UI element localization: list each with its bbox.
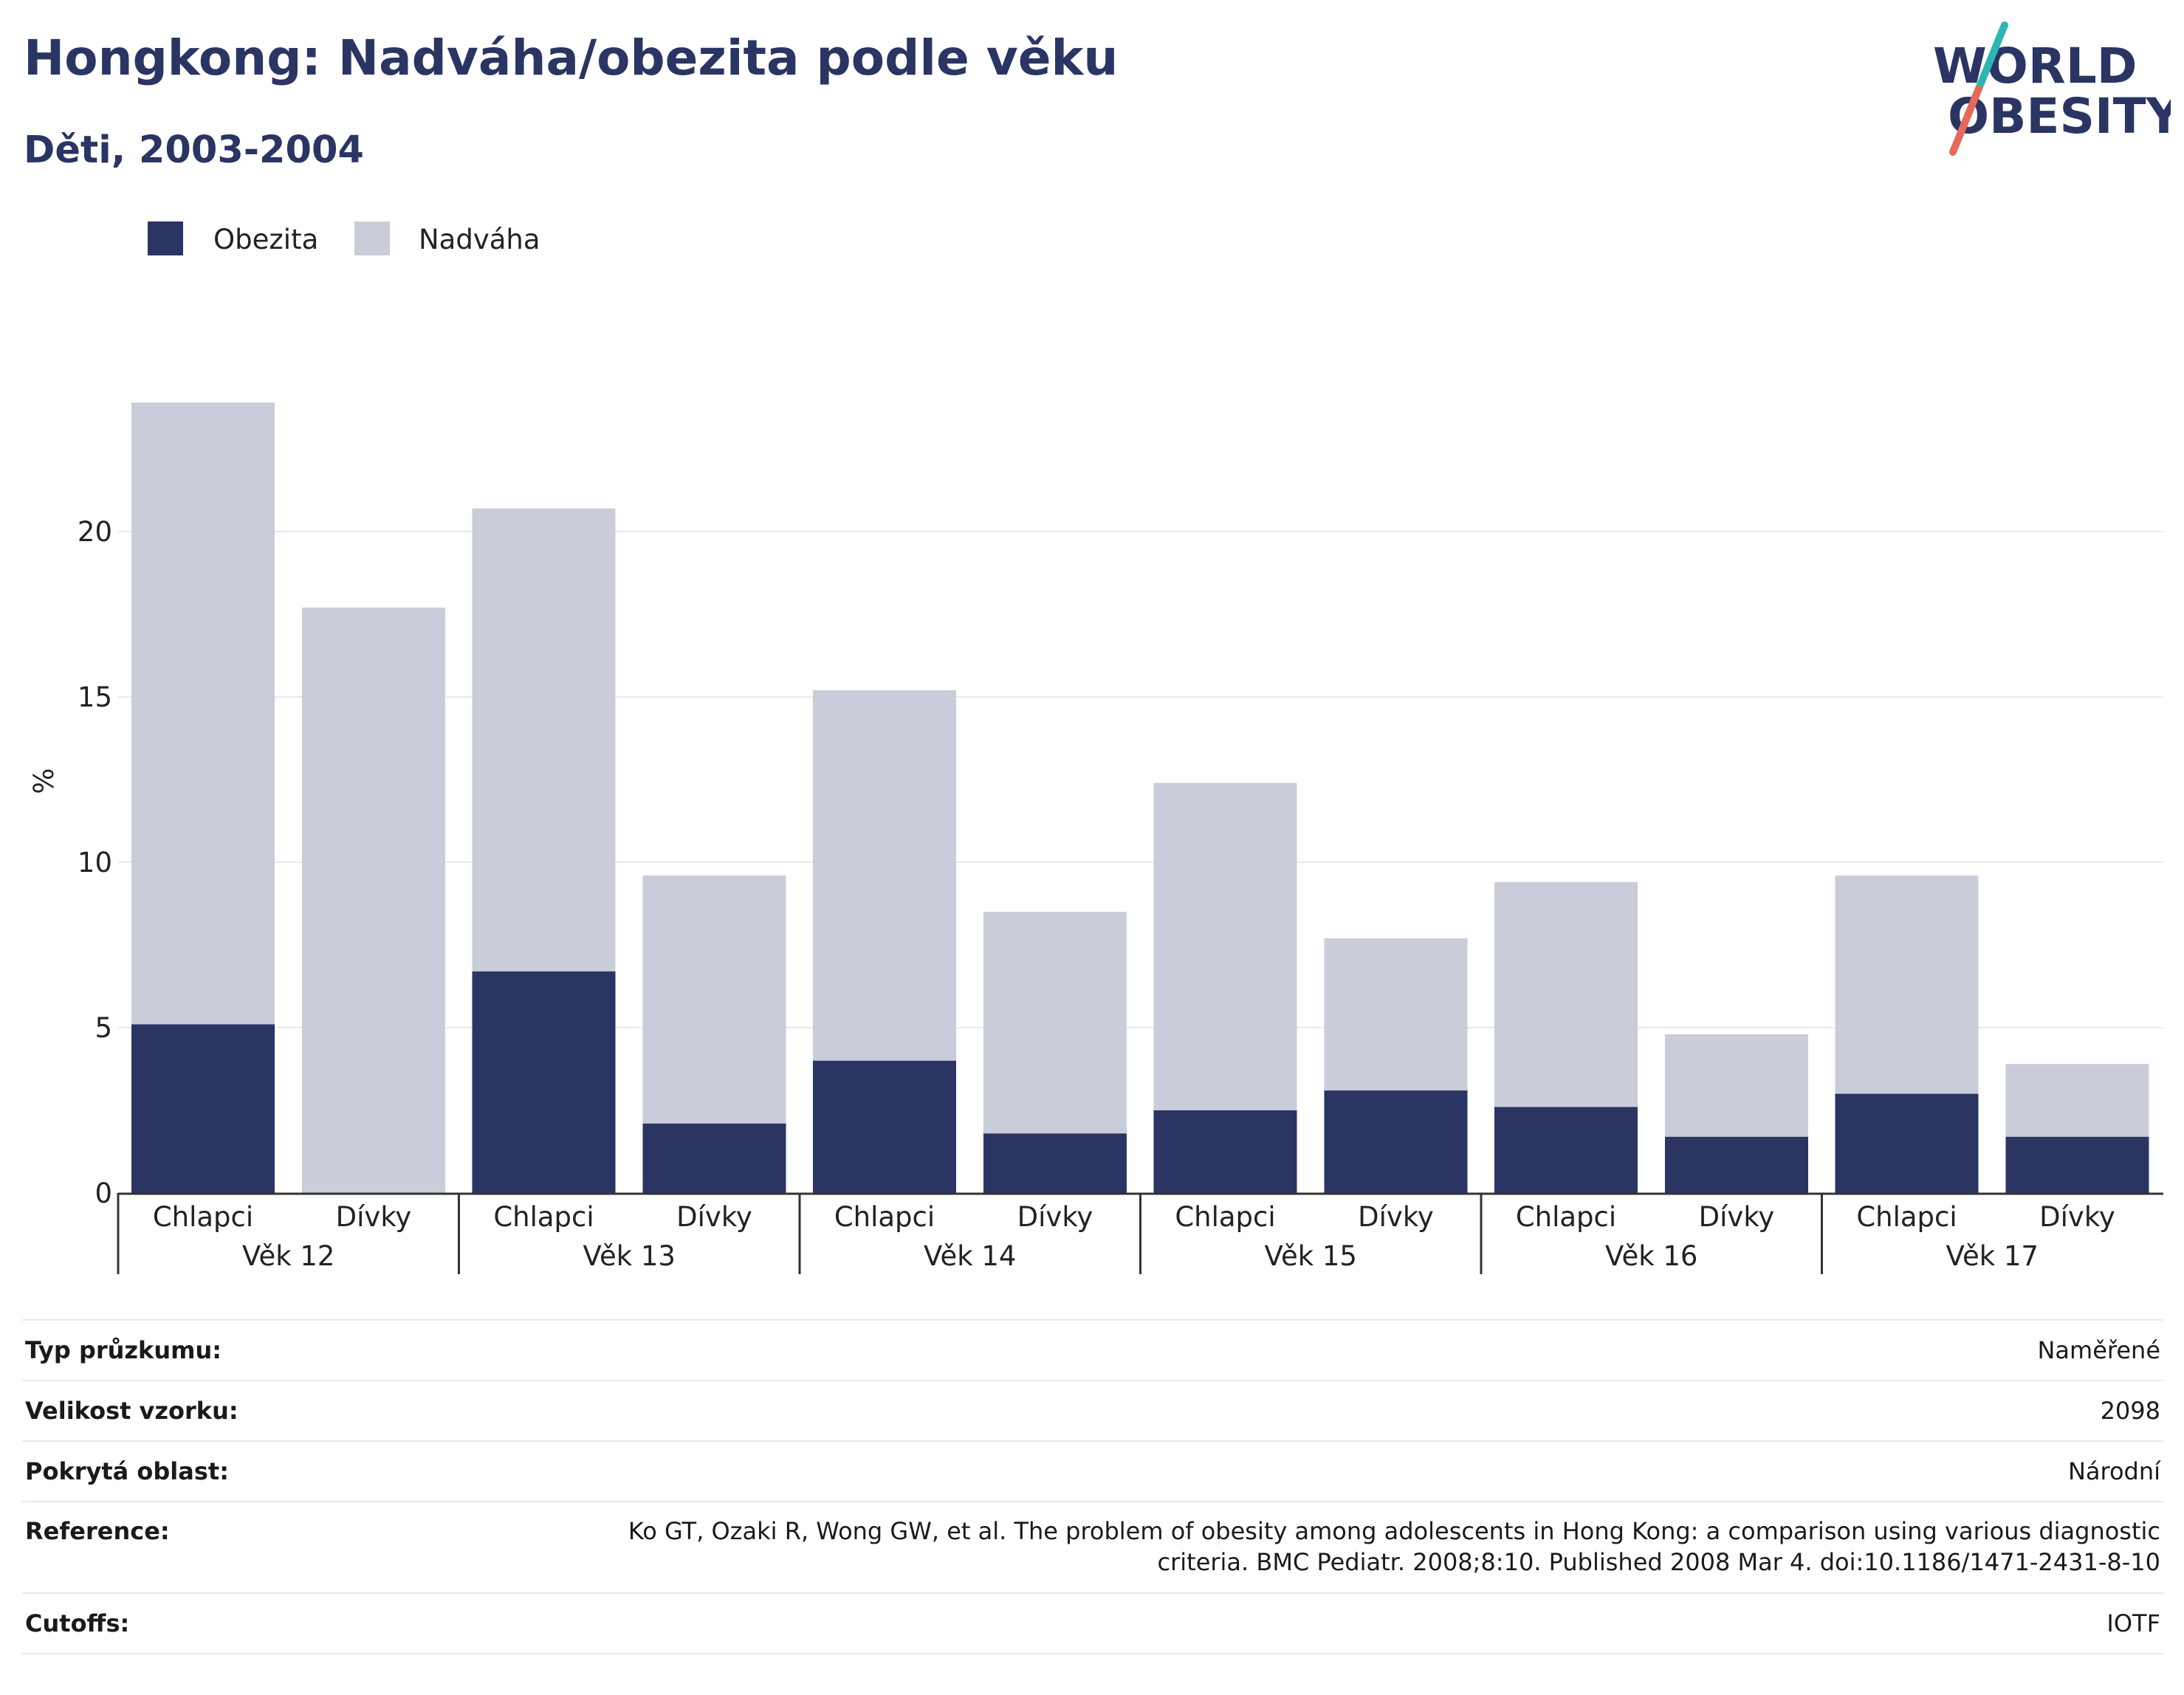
info-row-sample-size: Velikost vzorku: 2098	[22, 1381, 2163, 1441]
info-table: Typ průzkumu: Naměřené Velikost vzorku: …	[22, 1319, 2163, 1654]
y-tick-label: 20	[78, 516, 112, 548]
bar-obezita	[1324, 1090, 1468, 1193]
chart-subtitle: Děti, 2003-2004	[24, 128, 364, 172]
bar-nadvaha	[472, 508, 616, 972]
logo-slash-teal	[1975, 21, 2008, 92]
reference-line-1: Ko GT, Ozaki R, Wong GW, et al. The prob…	[628, 1517, 2160, 1545]
bar-obezita	[1153, 1110, 1297, 1193]
y-tick-label: 15	[78, 681, 112, 713]
group-label: Věk 15	[1265, 1240, 1357, 1272]
x-tick-label: Chlapci	[493, 1201, 594, 1233]
bar-nadvaha	[1665, 1034, 1808, 1137]
info-key: Velikost vzorku:	[25, 1397, 238, 1425]
bar-obezita	[131, 1024, 275, 1193]
info-key: Typ průzkumu:	[25, 1336, 222, 1364]
x-tick-label: Dívky	[676, 1201, 752, 1233]
x-tick-label: Dívky	[1017, 1201, 1093, 1233]
legend-label-obezita: Obezita	[213, 224, 318, 255]
info-value: IOTF	[2106, 1609, 2160, 1637]
x-tick-label: Chlapci	[834, 1201, 935, 1233]
bar-obezita	[1835, 1093, 1979, 1193]
info-key: Cutoffs:	[25, 1609, 130, 1637]
group-label: Věk 14	[924, 1240, 1016, 1272]
x-tick-label: Chlapci	[1516, 1201, 1616, 1233]
group-label: Věk 12	[242, 1240, 334, 1272]
bar-nadvaha	[1153, 783, 1297, 1110]
bar-nadvaha	[642, 875, 786, 1124]
bar-nadvaha	[1494, 881, 1638, 1107]
bar-nadvaha	[1324, 938, 1468, 1091]
info-value: Naměřené	[2037, 1336, 2160, 1364]
info-row-area: Pokrytá oblast: Národní	[22, 1441, 2163, 1502]
reference-line-2: criteria. BMC Pediatr. 2008;8:10. Publis…	[1157, 1548, 2161, 1576]
x-tick-label: Chlapci	[1856, 1201, 1957, 1233]
x-tick-label: Dívky	[1358, 1201, 1434, 1233]
bar-nadvaha	[302, 608, 445, 1193]
bar-nadvaha	[813, 690, 956, 1061]
info-value: Ko GT, Ozaki R, Wong GW, et al. The prob…	[471, 1502, 2163, 1593]
group-label: Věk 13	[583, 1240, 676, 1272]
chart-title: Hongkong: Nadváha/obezita podle věku	[24, 30, 1119, 86]
logo-line2: OBESITY	[1948, 88, 2171, 145]
x-tick-label: Dívky	[2039, 1201, 2115, 1233]
bar-obezita	[2005, 1136, 2149, 1193]
info-key: Pokrytá oblast:	[25, 1457, 229, 1485]
info-value: 2098	[2100, 1397, 2160, 1425]
x-tick-label: Chlapci	[1175, 1201, 1275, 1233]
bar-obezita	[813, 1060, 956, 1193]
bar-obezita	[983, 1133, 1127, 1193]
y-tick-label: 5	[95, 1012, 112, 1044]
bar-obezita	[1665, 1136, 1808, 1193]
world-obesity-logo: WORLD OBESITY	[1933, 21, 2171, 156]
logo-line1: WORLD	[1933, 38, 2137, 94]
x-tick-label: Dívky	[1699, 1201, 1775, 1233]
bar-nadvaha	[131, 402, 275, 1025]
x-tick-label: Dívky	[336, 1201, 412, 1233]
logo-slash-coral	[1949, 85, 1982, 156]
info-row-survey-type: Typ průzkumu: Naměřené	[22, 1320, 2163, 1381]
bar-obezita	[642, 1123, 786, 1193]
info-key: Reference:	[25, 1517, 170, 1545]
legend-swatch-nadvaha	[354, 221, 390, 255]
bar-obezita	[472, 971, 616, 1193]
bar-nadvaha	[1835, 875, 1979, 1094]
bar-obezita	[1494, 1107, 1638, 1193]
y-tick-label: 10	[78, 847, 112, 879]
bar-nadvaha	[2005, 1064, 2149, 1137]
legend: Obezita Nadváha	[148, 221, 540, 255]
legend-swatch-obezita	[148, 221, 183, 255]
bar-nadvaha	[983, 912, 1127, 1134]
y-axis-label: %	[28, 768, 60, 794]
group-label: Věk 16	[1605, 1240, 1697, 1272]
legend-label-nadvaha: Nadváha	[419, 224, 540, 255]
x-tick-label: Chlapci	[153, 1201, 253, 1233]
info-row-cutoffs: Cutoffs: IOTF	[22, 1593, 2163, 1654]
info-value: Národní	[2067, 1457, 2160, 1485]
group-label: Věk 17	[1946, 1240, 2039, 1272]
y-tick-label: 0	[95, 1177, 112, 1209]
info-row-reference: Reference: Ko GT, Ozaki R, Wong GW, et a…	[22, 1502, 2163, 1593]
